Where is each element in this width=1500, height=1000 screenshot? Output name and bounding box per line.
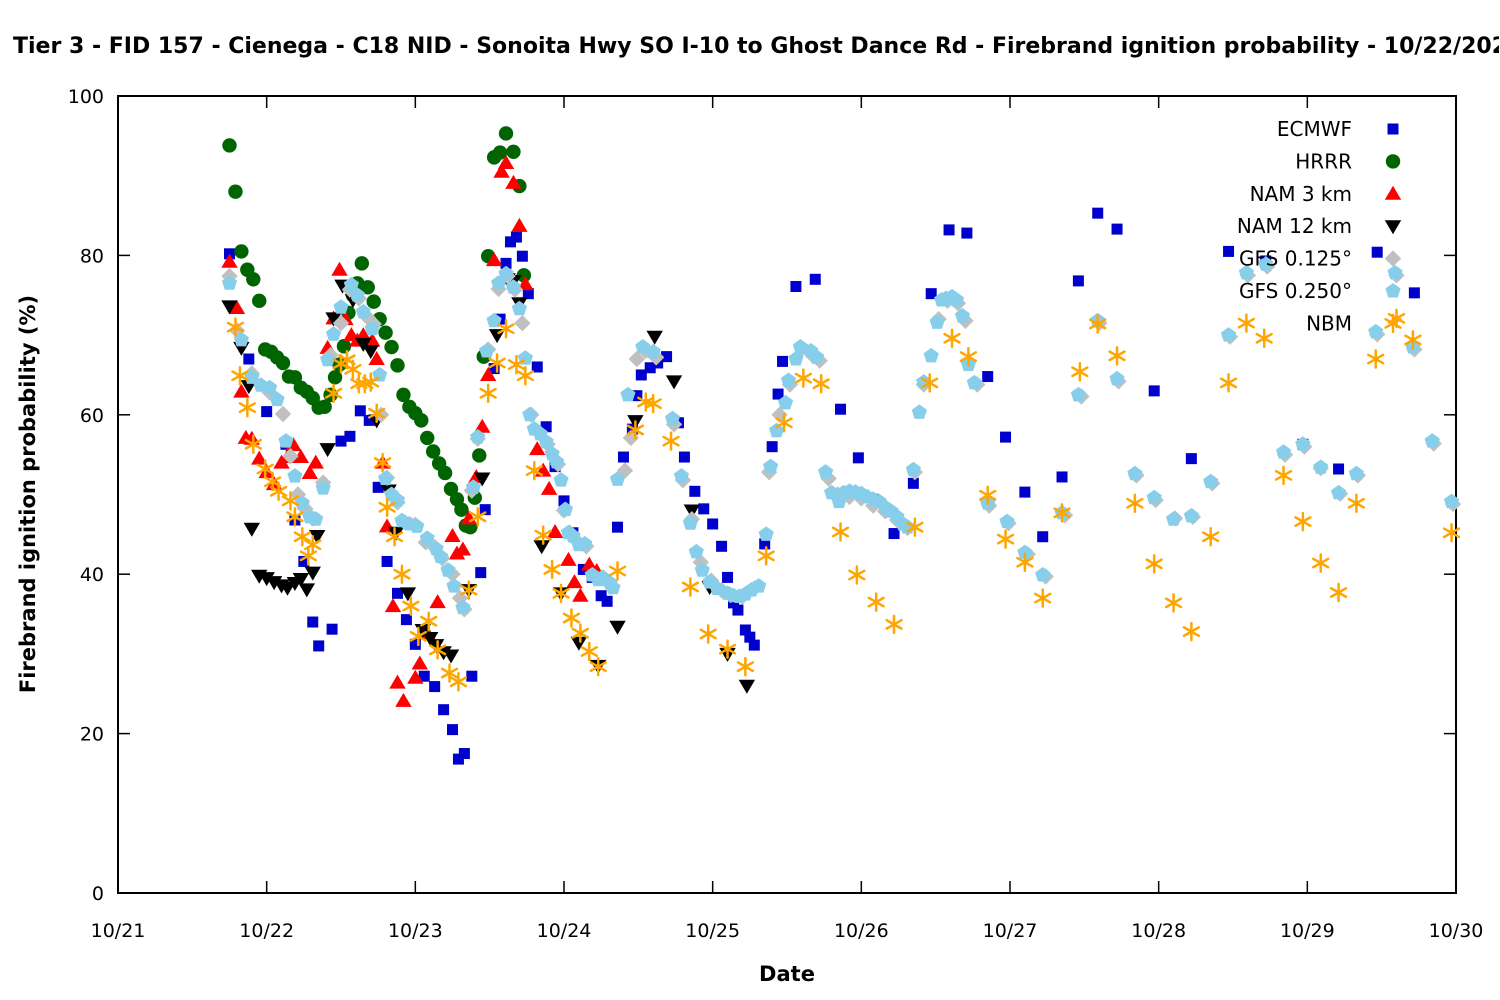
legend-marker-nbm <box>1384 313 1402 334</box>
legend-item-nam-12km: NAM 12 km <box>1237 214 1402 238</box>
y-tick-label: 40 <box>80 564 104 586</box>
legend-item-ecmwf: ECMWF <box>1277 117 1399 141</box>
series-gfs-0250 <box>221 256 1460 615</box>
y-tick-label: 100 <box>68 86 104 108</box>
legend-label-nbm: NBM <box>1306 311 1352 335</box>
x-tick-label: 10/26 <box>834 920 889 942</box>
x-tick-label: 10/23 <box>388 920 443 942</box>
x-tick-label: 10/25 <box>685 920 740 942</box>
x-tick-label: 10/27 <box>983 920 1038 942</box>
legend-item-gfs-0125: GFS 0.125° <box>1239 247 1402 271</box>
x-tick-label: 10/22 <box>239 920 294 942</box>
series-nam-12km <box>221 273 756 694</box>
series-gfs-0125 <box>221 258 1462 618</box>
legend-item-nbm: NBM <box>1306 311 1402 335</box>
legend-label-nam-12km: NAM 12 km <box>1237 214 1352 238</box>
y-tick-label: 60 <box>80 405 104 427</box>
y-tick-label: 20 <box>80 724 104 746</box>
legend-label-hrrr: HRRR <box>1295 149 1352 173</box>
x-tick-label: 10/30 <box>1429 920 1484 942</box>
y-tick-label: 80 <box>80 245 104 267</box>
x-tick-label: 10/21 <box>91 920 146 942</box>
legend-label-nam-3km: NAM 3 km <box>1250 182 1352 206</box>
legend: ECMWF HRRR NAM 3 km NAM 12 km GFS 0.125° GFS … <box>1237 117 1402 335</box>
legend-marker-gfs-0250 <box>1385 283 1401 298</box>
legend-item-gfs-0250: GFS 0.250° <box>1239 279 1401 303</box>
legend-marker-nam-3km <box>1384 185 1402 200</box>
x-tick-label: 10/29 <box>1280 920 1335 942</box>
x-axis-title: Date <box>759 962 815 986</box>
legend-label-ecmwf: ECMWF <box>1277 117 1352 141</box>
legend-marker-gfs-0125 <box>1384 250 1402 267</box>
y-tick-label: 0 <box>92 883 104 905</box>
legend-item-hrrr: HRRR <box>1295 149 1401 173</box>
axes: 10/21 10/22 10/23 10/24 10/25 10/26 10/27 10/28… <box>68 86 1484 942</box>
chart-title: Tier 3 - FID 157 - Cienega - C18 NID - S… <box>13 34 1499 59</box>
x-tick-label: 10/28 <box>1131 920 1186 942</box>
legend-marker-ecmwf <box>1387 123 1399 135</box>
legend-label-gfs-0125: GFS 0.125° <box>1239 247 1352 271</box>
legend-label-gfs-0250: GFS 0.250° <box>1239 279 1352 303</box>
legend-marker-nam-12km <box>1384 220 1402 235</box>
legend-marker-hrrr <box>1385 154 1401 169</box>
x-tick-label: 10/24 <box>537 920 592 942</box>
series-nbm <box>226 308 1461 692</box>
legend-item-nam-3km: NAM 3 km <box>1250 182 1402 206</box>
